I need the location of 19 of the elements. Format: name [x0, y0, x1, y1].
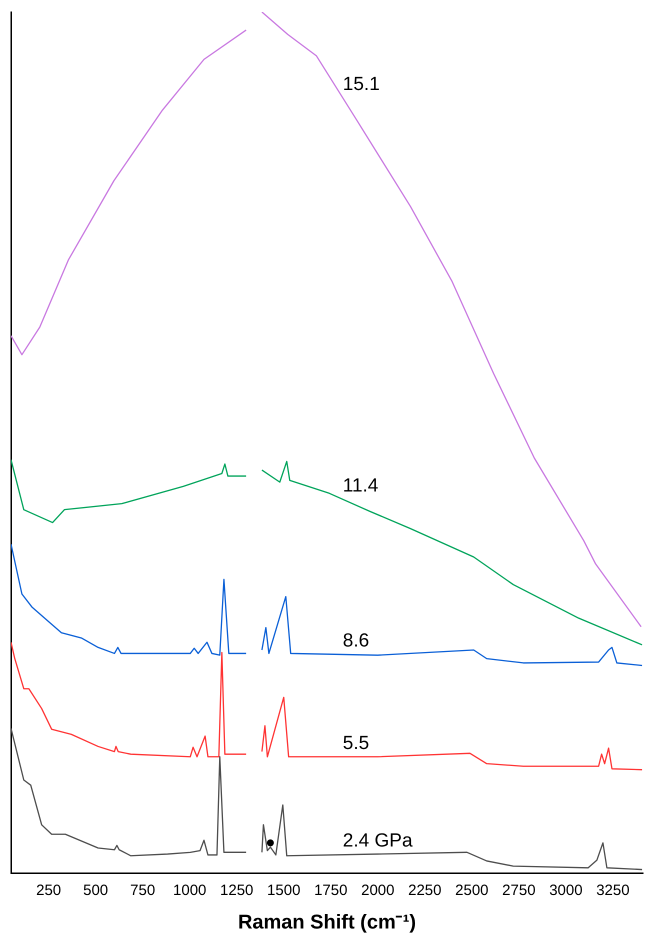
- x-tick-label: 500: [83, 882, 108, 900]
- x-tick-label: 1250: [220, 882, 254, 900]
- x-tick-label: 2750: [502, 882, 536, 900]
- series-label: 2.4 GPa: [342, 830, 413, 852]
- x-tick-label: 2250: [408, 882, 442, 900]
- x-tick-label: 250: [36, 882, 62, 900]
- x-tick-label: 2500: [455, 882, 489, 900]
- series-label: 11.4: [342, 475, 379, 496]
- x-tick-label: 1000: [173, 882, 206, 900]
- x-tick-label: 750: [130, 882, 156, 900]
- series-label: 15.1: [342, 74, 380, 95]
- x-tick-label: 2000: [361, 882, 394, 900]
- x-tick-label: 1750: [314, 882, 348, 900]
- series-label: 5.5: [342, 732, 370, 754]
- x-tick-label: 3000: [549, 882, 583, 900]
- x-tick-label: 3250: [596, 882, 630, 900]
- x-tick-label: 1500: [267, 882, 300, 900]
- series-label: 8.6: [342, 630, 370, 652]
- x-axis-title: Raman Shift (cm⁻¹): [238, 912, 416, 934]
